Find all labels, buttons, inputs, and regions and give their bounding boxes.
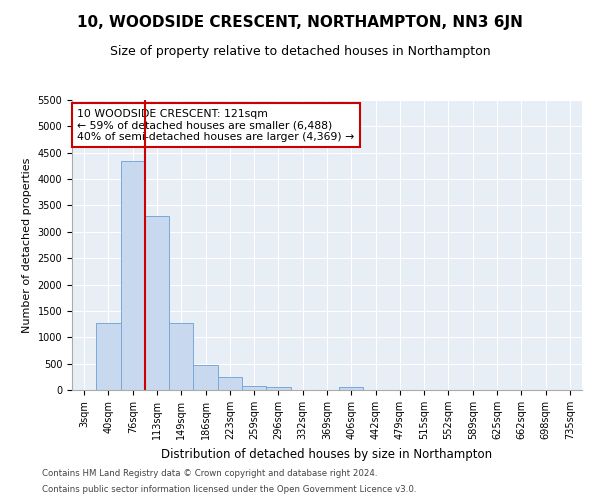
Bar [242, 386, 266, 390]
Text: Contains HM Land Registry data © Crown copyright and database right 2024.: Contains HM Land Registry data © Crown c… [42, 468, 377, 477]
Y-axis label: Number of detached properties: Number of detached properties [22, 158, 32, 332]
Bar [96, 323, 121, 390]
X-axis label: Distribution of detached houses by size in Northampton: Distribution of detached houses by size … [161, 448, 493, 460]
Bar [193, 364, 218, 390]
Text: Contains public sector information licensed under the Open Government Licence v3: Contains public sector information licen… [42, 485, 416, 494]
Bar [121, 160, 145, 390]
Bar [169, 323, 193, 390]
Bar [339, 388, 364, 390]
Text: 10, WOODSIDE CRESCENT, NORTHAMPTON, NN3 6JN: 10, WOODSIDE CRESCENT, NORTHAMPTON, NN3 … [77, 15, 523, 30]
Bar [145, 216, 169, 390]
Text: 10 WOODSIDE CRESCENT: 121sqm
← 59% of detached houses are smaller (6,488)
40% of: 10 WOODSIDE CRESCENT: 121sqm ← 59% of de… [77, 108, 355, 142]
Bar [218, 378, 242, 390]
Bar [266, 388, 290, 390]
Text: Size of property relative to detached houses in Northampton: Size of property relative to detached ho… [110, 45, 490, 58]
